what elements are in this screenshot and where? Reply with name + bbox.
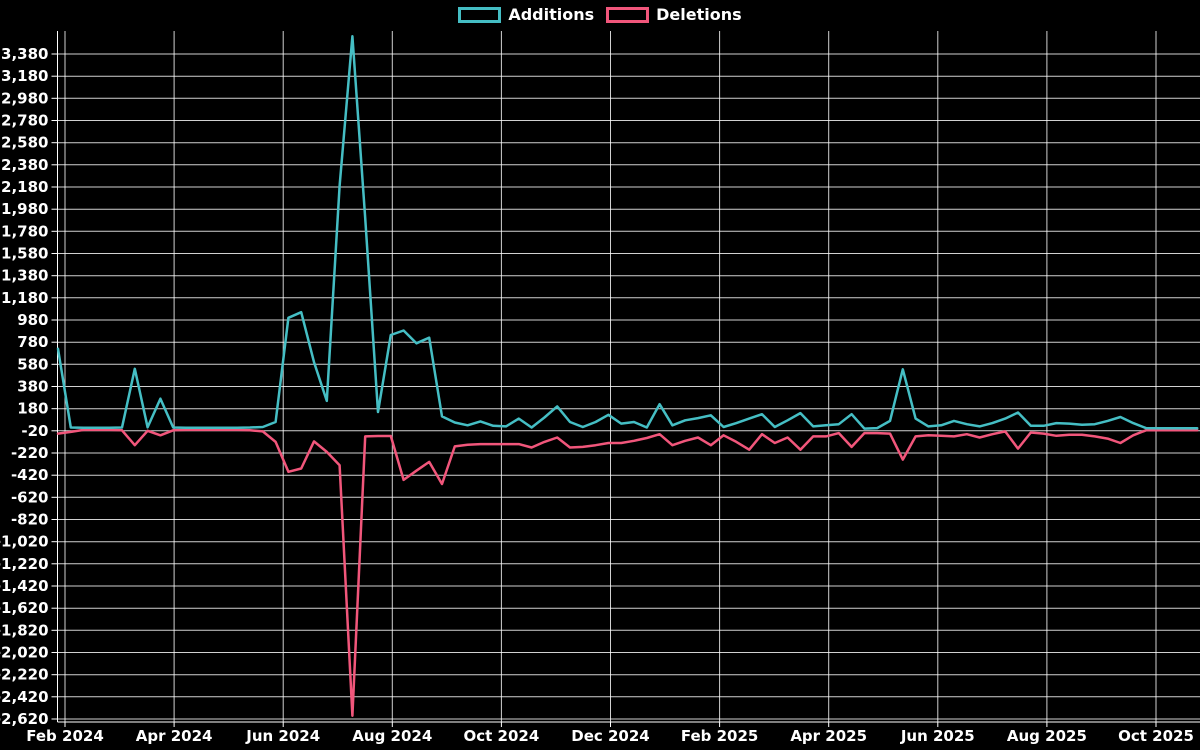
svg-text:-1,020: -1,020	[0, 533, 49, 551]
svg-text:-2,020: -2,020	[0, 644, 49, 662]
deletions-swatch-icon	[606, 7, 650, 23]
svg-text:-420: -420	[11, 466, 49, 484]
svg-text:Aug 2025: Aug 2025	[1007, 727, 1087, 745]
svg-text:1,180: 1,180	[1, 289, 48, 307]
svg-text:Dec 2024: Dec 2024	[571, 727, 650, 745]
svg-text:2,180: 2,180	[1, 178, 48, 196]
svg-text:-2,220: -2,220	[0, 666, 49, 684]
svg-text:-2,620: -2,620	[0, 710, 49, 728]
svg-text:2,580: 2,580	[1, 134, 48, 152]
svg-text:3,180: 3,180	[1, 67, 48, 85]
svg-text:Apr 2025: Apr 2025	[790, 727, 867, 745]
additions-swatch-icon	[458, 7, 502, 23]
svg-text:Oct 2025: Oct 2025	[1118, 727, 1194, 745]
svg-text:-1,820: -1,820	[0, 621, 49, 639]
legend-item-deletions[interactable]: Deletions	[606, 6, 742, 24]
chart-legend: Additions Deletions	[0, 6, 1200, 24]
legend-item-additions[interactable]: Additions	[458, 6, 594, 24]
svg-text:Jun 2024: Jun 2024	[245, 727, 320, 745]
svg-text:3,380: 3,380	[1, 45, 48, 63]
svg-text:180: 180	[17, 400, 48, 418]
svg-text:-2,420: -2,420	[0, 688, 49, 706]
svg-text:-220: -220	[11, 444, 49, 462]
svg-text:580: 580	[17, 355, 48, 373]
svg-text:-820: -820	[11, 511, 49, 529]
svg-text:2,980: 2,980	[1, 89, 48, 107]
svg-text:2,780: 2,780	[1, 112, 48, 130]
svg-text:-620: -620	[11, 488, 49, 506]
svg-text:2,380: 2,380	[1, 156, 48, 174]
svg-text:Feb 2025: Feb 2025	[681, 727, 759, 745]
svg-text:-20: -20	[21, 422, 48, 440]
svg-text:-1,420: -1,420	[0, 577, 49, 595]
svg-text:980: 980	[17, 311, 48, 329]
svg-text:1,380: 1,380	[1, 267, 48, 285]
svg-text:-1,220: -1,220	[0, 555, 49, 573]
svg-text:Apr 2024: Apr 2024	[136, 727, 213, 745]
svg-text:1,580: 1,580	[1, 245, 48, 263]
legend-label-additions: Additions	[508, 5, 595, 24]
svg-text:Jun 2025: Jun 2025	[900, 727, 975, 745]
svg-text:Oct 2024: Oct 2024	[464, 727, 540, 745]
svg-text:1,980: 1,980	[1, 200, 48, 218]
svg-text:-1,620: -1,620	[0, 599, 49, 617]
svg-text:380: 380	[17, 378, 48, 396]
legend-label-deletions: Deletions	[656, 5, 742, 24]
svg-text:1,780: 1,780	[1, 222, 48, 240]
svg-text:780: 780	[17, 333, 48, 351]
svg-text:Aug 2024: Aug 2024	[352, 727, 432, 745]
svg-text:Feb 2024: Feb 2024	[26, 727, 104, 745]
